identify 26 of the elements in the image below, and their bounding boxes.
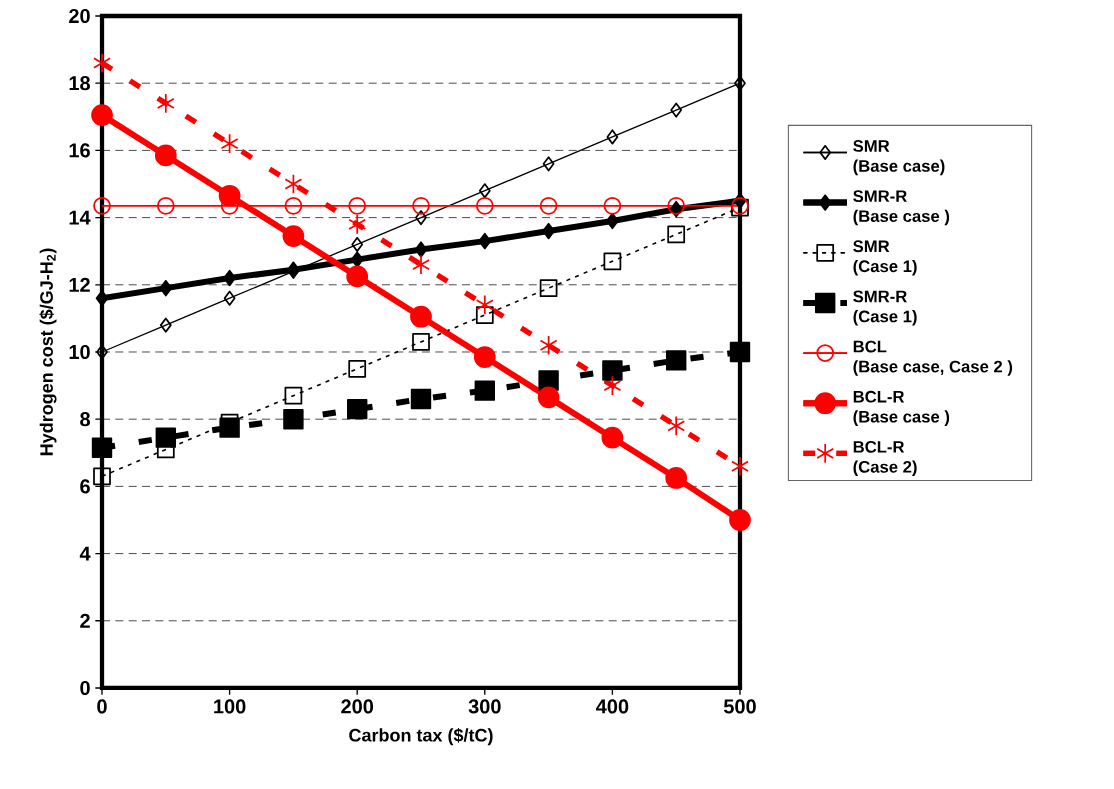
y-tick-label: 0 [80, 680, 90, 696]
legend-label: BCL-R (Base case ) [853, 390, 950, 426]
legend-label: BCL-R (Case 2) [853, 440, 917, 477]
y-tick-label: 4 [79, 546, 91, 561]
legend-label: SMR (Case 1) [853, 240, 917, 276]
x-axis-title: Carbon tax ($/tC) [349, 728, 493, 746]
x-tick-label: 500 [723, 699, 756, 714]
y-tick-label: 8 [80, 412, 91, 427]
legend-label: SMR-R (Base case ) [853, 190, 950, 226]
y-tick-label: 6 [80, 479, 90, 494]
y-tick-label: 12 [69, 277, 90, 292]
legend-label: SMR-R (Case 1) [853, 290, 917, 326]
x-tick-label: 400 [596, 699, 629, 714]
y-tick-label: 20 [69, 8, 90, 24]
y-tick-label: 18 [69, 76, 90, 91]
x-tick-label: 0 [97, 699, 107, 714]
y-tick-label: 10 [69, 344, 90, 360]
x-tick-label: 100 [214, 699, 246, 714]
y-tick-label: 16 [69, 143, 90, 158]
legend-label: BCL (Base case, Case 2 ) [853, 340, 1013, 376]
x-tick-label: 200 [341, 699, 374, 714]
y-tick-label: 2 [80, 613, 90, 628]
y-tick-label: 14 [69, 210, 91, 225]
y-axis-title: Hydrogen cost ($/GJ-H$_{2}$) [39, 248, 57, 456]
legend-label: SMR (Base case) [853, 140, 945, 176]
x-tick-label: 300 [468, 699, 501, 714]
